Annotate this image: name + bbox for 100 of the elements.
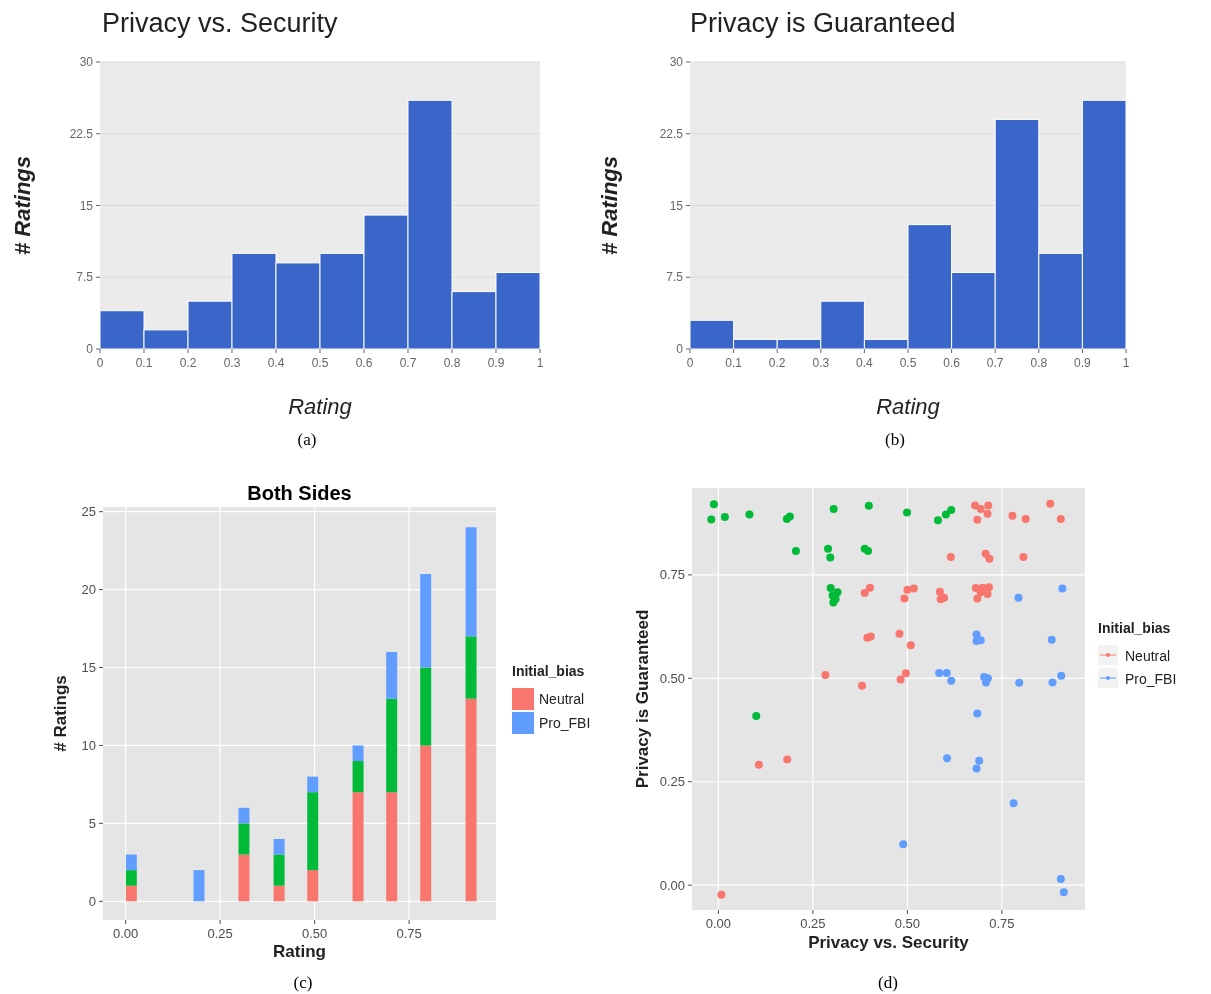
legend-title: Initial_bias [1098, 620, 1171, 636]
legend-label: Neutral [539, 690, 585, 707]
point [943, 754, 952, 763]
y-tick-label: 0 [676, 342, 684, 357]
y-tick-label: 20 [81, 582, 96, 598]
bar [386, 651, 398, 699]
point [947, 505, 956, 514]
y-tick-label: 0.50 [659, 670, 685, 686]
point [900, 594, 909, 603]
x-tick-label: 0.00 [113, 926, 139, 941]
point [1057, 671, 1066, 680]
legend-label: Pro_FBI [539, 714, 591, 731]
bar [386, 698, 398, 793]
text: (d) [878, 973, 898, 992]
x-tick-label: 0.75 [989, 916, 1015, 931]
x-axis-title: Privacy vs. Security [808, 933, 970, 952]
bar [465, 698, 477, 902]
x-tick-label: 0.7 [986, 356, 1004, 370]
bar [307, 792, 319, 871]
bar [125, 854, 137, 871]
point [1008, 511, 1017, 520]
point [824, 544, 833, 553]
point [864, 546, 873, 555]
point [865, 583, 874, 592]
bar [238, 807, 250, 824]
point [983, 509, 992, 518]
y-axis-title: # Ratings [51, 675, 70, 752]
y-tick-label: 15 [669, 198, 684, 213]
point [971, 501, 980, 510]
point [909, 584, 918, 593]
x-axis-title: Rating [876, 394, 941, 419]
y-tick-label: 0 [86, 342, 94, 357]
point [1009, 799, 1018, 808]
point [752, 711, 761, 720]
point [1046, 499, 1055, 508]
x-tick-label: 0.9 [487, 356, 505, 370]
point [983, 589, 992, 598]
x-tick-label: 0.8 [1030, 356, 1048, 370]
point [903, 585, 912, 594]
x-tick-label: 0.3 [812, 356, 830, 370]
x-tick-label: 1 [536, 356, 544, 370]
x-tick-label: 0.5 [311, 356, 329, 370]
bar [307, 776, 319, 793]
y-tick-label: 0.75 [659, 567, 685, 583]
bar [238, 854, 250, 902]
bar [125, 870, 137, 886]
y-tick-label: 22.5 [69, 126, 94, 141]
x-tick-label: 0.4 [856, 356, 874, 370]
x-axis-title: Rating [273, 942, 326, 961]
x-tick-label: 0.4 [267, 356, 285, 370]
point [973, 709, 982, 718]
y-tick-label: 0 [88, 893, 96, 909]
x-tick-label: 0.2 [179, 356, 197, 370]
point [942, 668, 951, 677]
x-tick-label: 0 [686, 356, 694, 370]
point [791, 546, 800, 555]
x-tick-label: 0.8 [443, 356, 461, 370]
y-tick-label: 15 [81, 660, 96, 676]
x-tick-label: 0.2 [768, 356, 786, 370]
x-tick-label: 0.50 [301, 926, 328, 941]
bar [420, 745, 432, 902]
chart-title: Privacy is Guaranteed [690, 8, 956, 38]
y-tick-label: 30 [79, 55, 94, 70]
point [783, 755, 792, 764]
x-tick-label: 0.25 [800, 916, 826, 931]
point [1059, 888, 1068, 897]
point [947, 676, 956, 685]
x-tick-label: 1 [1122, 356, 1130, 370]
x-axis-title: Rating [288, 394, 353, 419]
point [976, 505, 985, 514]
x-tick-label: 0.7 [399, 356, 417, 370]
point [901, 669, 910, 678]
point [984, 501, 993, 510]
point [754, 760, 763, 769]
point [1058, 584, 1067, 593]
x-tick-label: 0.50 [894, 916, 921, 931]
point [829, 505, 838, 514]
bar [352, 761, 364, 793]
point [903, 508, 912, 517]
bar [386, 792, 398, 902]
x-tick-label: 0.5 [899, 356, 917, 370]
point [934, 516, 942, 525]
point [826, 553, 835, 562]
point [821, 671, 830, 679]
bar [125, 885, 137, 902]
chart-title: Privacy vs. Security [102, 8, 339, 38]
x-tick-label: 0.9 [1074, 356, 1092, 370]
point [1021, 515, 1030, 524]
y-tick-label: 22.5 [659, 126, 684, 141]
point [1048, 678, 1057, 687]
x-tick-label: 0.1 [725, 356, 743, 370]
legend-label: Pro_FBI [1125, 670, 1177, 687]
point [935, 668, 944, 677]
bar [352, 792, 364, 902]
point [973, 515, 982, 524]
text: (b) [885, 430, 905, 449]
point [972, 764, 981, 773]
point [941, 510, 950, 519]
bar [465, 527, 477, 637]
x-tick-label: 0.3 [223, 356, 241, 370]
